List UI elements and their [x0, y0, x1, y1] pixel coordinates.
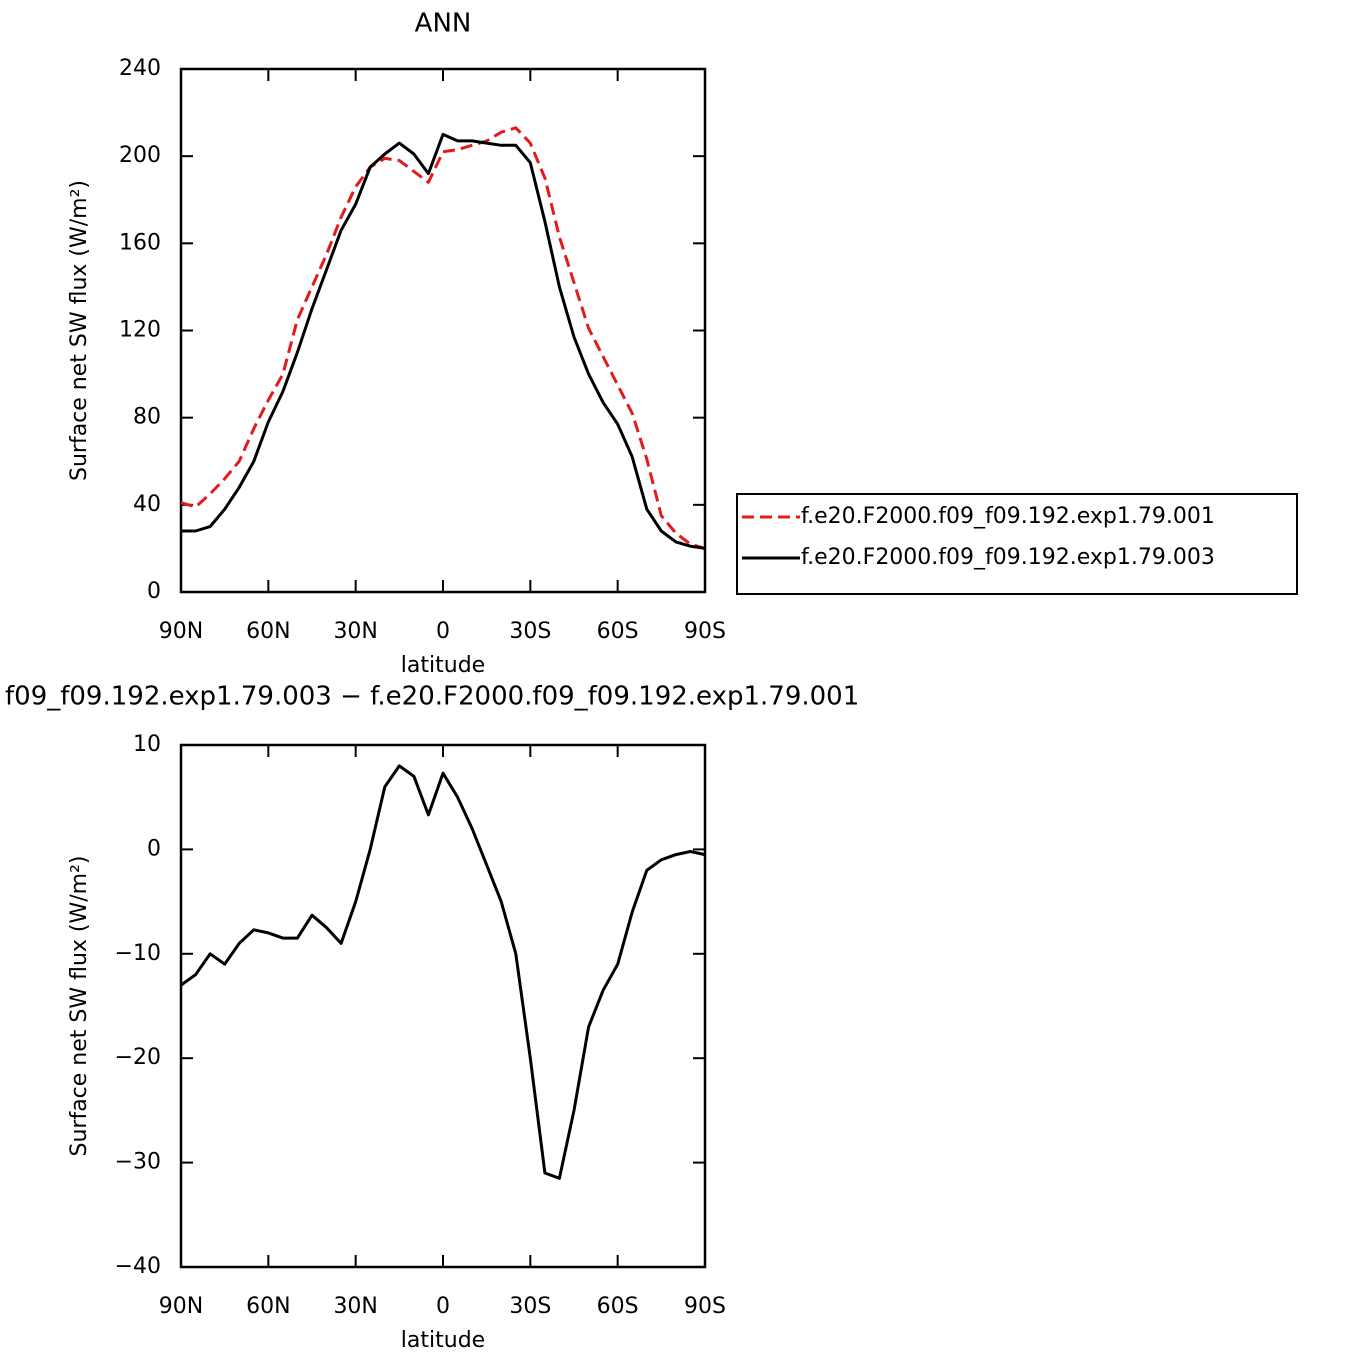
x-tick-label: 90S	[684, 619, 726, 644]
x-tick-label: 90S	[684, 1294, 726, 1319]
chart-title: ANN	[415, 9, 472, 39]
y-axis-label: Surface net SW flux (W/m²)	[67, 180, 92, 481]
legend-box	[736, 493, 1298, 595]
chart-title: f09_f09.192.exp1.79.003 − f.e20.F2000.f0…	[5, 682, 859, 712]
y-tick-label: 160	[119, 230, 161, 255]
legend-label: f.e20.F2000.f09_f09.192.exp1.79.001	[801, 504, 1215, 529]
x-tick-label: 60N	[246, 619, 290, 644]
x-tick-label: 60S	[597, 619, 639, 644]
x-tick-label: 90N	[159, 619, 203, 644]
x-tick-label: 30N	[333, 619, 377, 644]
x-tick-label: 60S	[597, 1294, 639, 1319]
x-axis-label: latitude	[401, 1328, 485, 1353]
data-line	[181, 132, 706, 550]
x-tick-label: 0	[436, 619, 450, 644]
y-tick-label: 0	[147, 579, 161, 604]
y-tick-label: 200	[119, 143, 161, 168]
data-line	[180, 764, 706, 1180]
x-tick-label: 60N	[246, 1294, 290, 1319]
y-tick-label: 0	[147, 836, 161, 861]
plot-frame	[179, 67, 707, 594]
y-tick-label: 40	[133, 492, 161, 517]
y-tick-label: −10	[115, 941, 161, 966]
x-tick-label: 30S	[509, 619, 551, 644]
data-line	[180, 126, 706, 550]
y-tick-label: 120	[119, 318, 161, 343]
x-tick-label: 30N	[333, 1294, 377, 1319]
y-tick-label: 240	[119, 56, 161, 81]
legend-label: f.e20.F2000.f09_f09.192.exp1.79.003	[801, 545, 1215, 570]
y-tick-label: 80	[133, 405, 161, 430]
x-tick-label: 90N	[159, 1294, 203, 1319]
y-tick-label: −20	[115, 1045, 161, 1070]
y-axis-label: Surface net SW flux (W/m²)	[67, 855, 92, 1156]
y-tick-label: −40	[115, 1254, 161, 1279]
x-axis-label: latitude	[401, 653, 485, 678]
x-tick-label: 0	[436, 1294, 450, 1319]
y-tick-label: −30	[115, 1150, 161, 1175]
plot-frame	[179, 743, 707, 1269]
y-tick-label: 10	[133, 732, 161, 757]
x-tick-label: 30S	[509, 1294, 551, 1319]
